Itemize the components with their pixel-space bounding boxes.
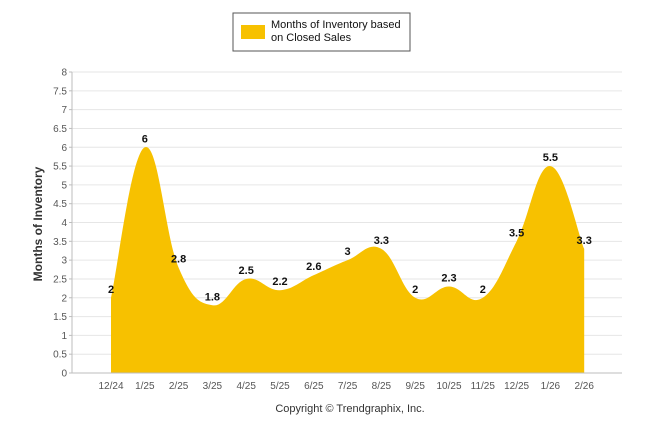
data-label: 2 <box>108 284 114 296</box>
x-tick-label: 2/26 <box>574 381 594 392</box>
x-tick-label: 12/24 <box>98 381 123 392</box>
data-label: 1.8 <box>205 291 220 303</box>
y-tick-labels: 0 0.5 1 1.5 2 2.5 3 3.5 4 4.5 5 5.5 6 6.5 7 7.5 8 <box>53 68 67 380</box>
axes <box>69 71 622 374</box>
x-tick-label: 9/25 <box>405 381 425 392</box>
data-label: 2 <box>480 284 486 296</box>
y-tick-label: 3.5 <box>53 237 67 248</box>
x-tick-label: 10/25 <box>436 381 461 392</box>
data-label: 3.5 <box>509 227 524 239</box>
data-label: 2 <box>412 284 418 296</box>
y-tick-label: 1.5 <box>53 312 67 323</box>
copyright-credit: Copyright © Trendgraphix, Inc. <box>275 403 424 415</box>
y-tick-label: 2.5 <box>53 274 67 285</box>
legend-text-line-2: on Closed Sales <box>271 32 352 44</box>
y-tick-label: 0 <box>61 369 67 380</box>
y-tick-label: 0.5 <box>53 350 67 361</box>
x-tick-label: 8/25 <box>372 381 392 392</box>
y-tick-label: 7.5 <box>53 86 67 97</box>
y-tick-label: 7 <box>61 105 67 116</box>
x-tick-label: 4/25 <box>236 381 256 392</box>
x-tick-label: 2/25 <box>169 381 189 392</box>
y-tick-label: 1 <box>61 331 67 342</box>
y-tick-label: 5.5 <box>53 162 67 173</box>
data-label: 3 <box>345 246 351 258</box>
legend[interactable]: Months of Inventory based on Closed Sale… <box>232 12 411 52</box>
data-label: 2.3 <box>441 272 456 284</box>
data-label: 3.3 <box>374 235 389 247</box>
y-axis-title: Months of Inventory <box>31 166 45 281</box>
y-tick-label: 3 <box>61 256 67 267</box>
series-area-group <box>111 146 585 373</box>
data-label: 3.3 <box>577 235 592 247</box>
x-tick-label: 1/26 <box>541 381 561 392</box>
legend-swatch <box>241 25 265 39</box>
x-tick-label: 11/25 <box>471 381 496 392</box>
data-label: 6 <box>142 133 148 145</box>
data-label: 2.2 <box>272 276 287 288</box>
data-labels: 2 6 2.8 1.8 2.5 2.2 2.6 3 3.3 2 2.3 2 3.5 5.5 3.3 <box>108 133 592 303</box>
data-label: 2.5 <box>239 265 254 277</box>
x-tick-label: 3/25 <box>203 381 223 392</box>
x-tick-label: 6/25 <box>304 381 324 392</box>
y-tick-label: 6.5 <box>53 124 67 135</box>
y-tick-label: 5 <box>61 180 67 191</box>
y-tick-label: 8 <box>61 68 67 79</box>
y-tick-label: 2 <box>61 293 67 304</box>
y-tick-label: 4 <box>61 218 67 229</box>
data-label: 2.8 <box>171 254 186 266</box>
x-tick-labels: 12/24 1/25 2/25 3/25 4/25 5/25 6/25 7/25 8/25 9/2… <box>98 381 594 392</box>
x-tick-label: 12/25 <box>504 381 529 392</box>
data-label: 5.5 <box>543 152 558 164</box>
x-tick-label: 1/25 <box>135 381 155 392</box>
legend-text-line-1: Months of Inventory based <box>271 19 401 31</box>
y-tick-label: 4.5 <box>53 199 67 210</box>
y-tick-label: 6 <box>61 143 67 154</box>
x-tick-label: 7/25 <box>338 381 358 392</box>
x-tick-label: 5/25 <box>270 381 290 392</box>
series-area <box>111 146 585 373</box>
data-label: 2.6 <box>306 261 321 273</box>
